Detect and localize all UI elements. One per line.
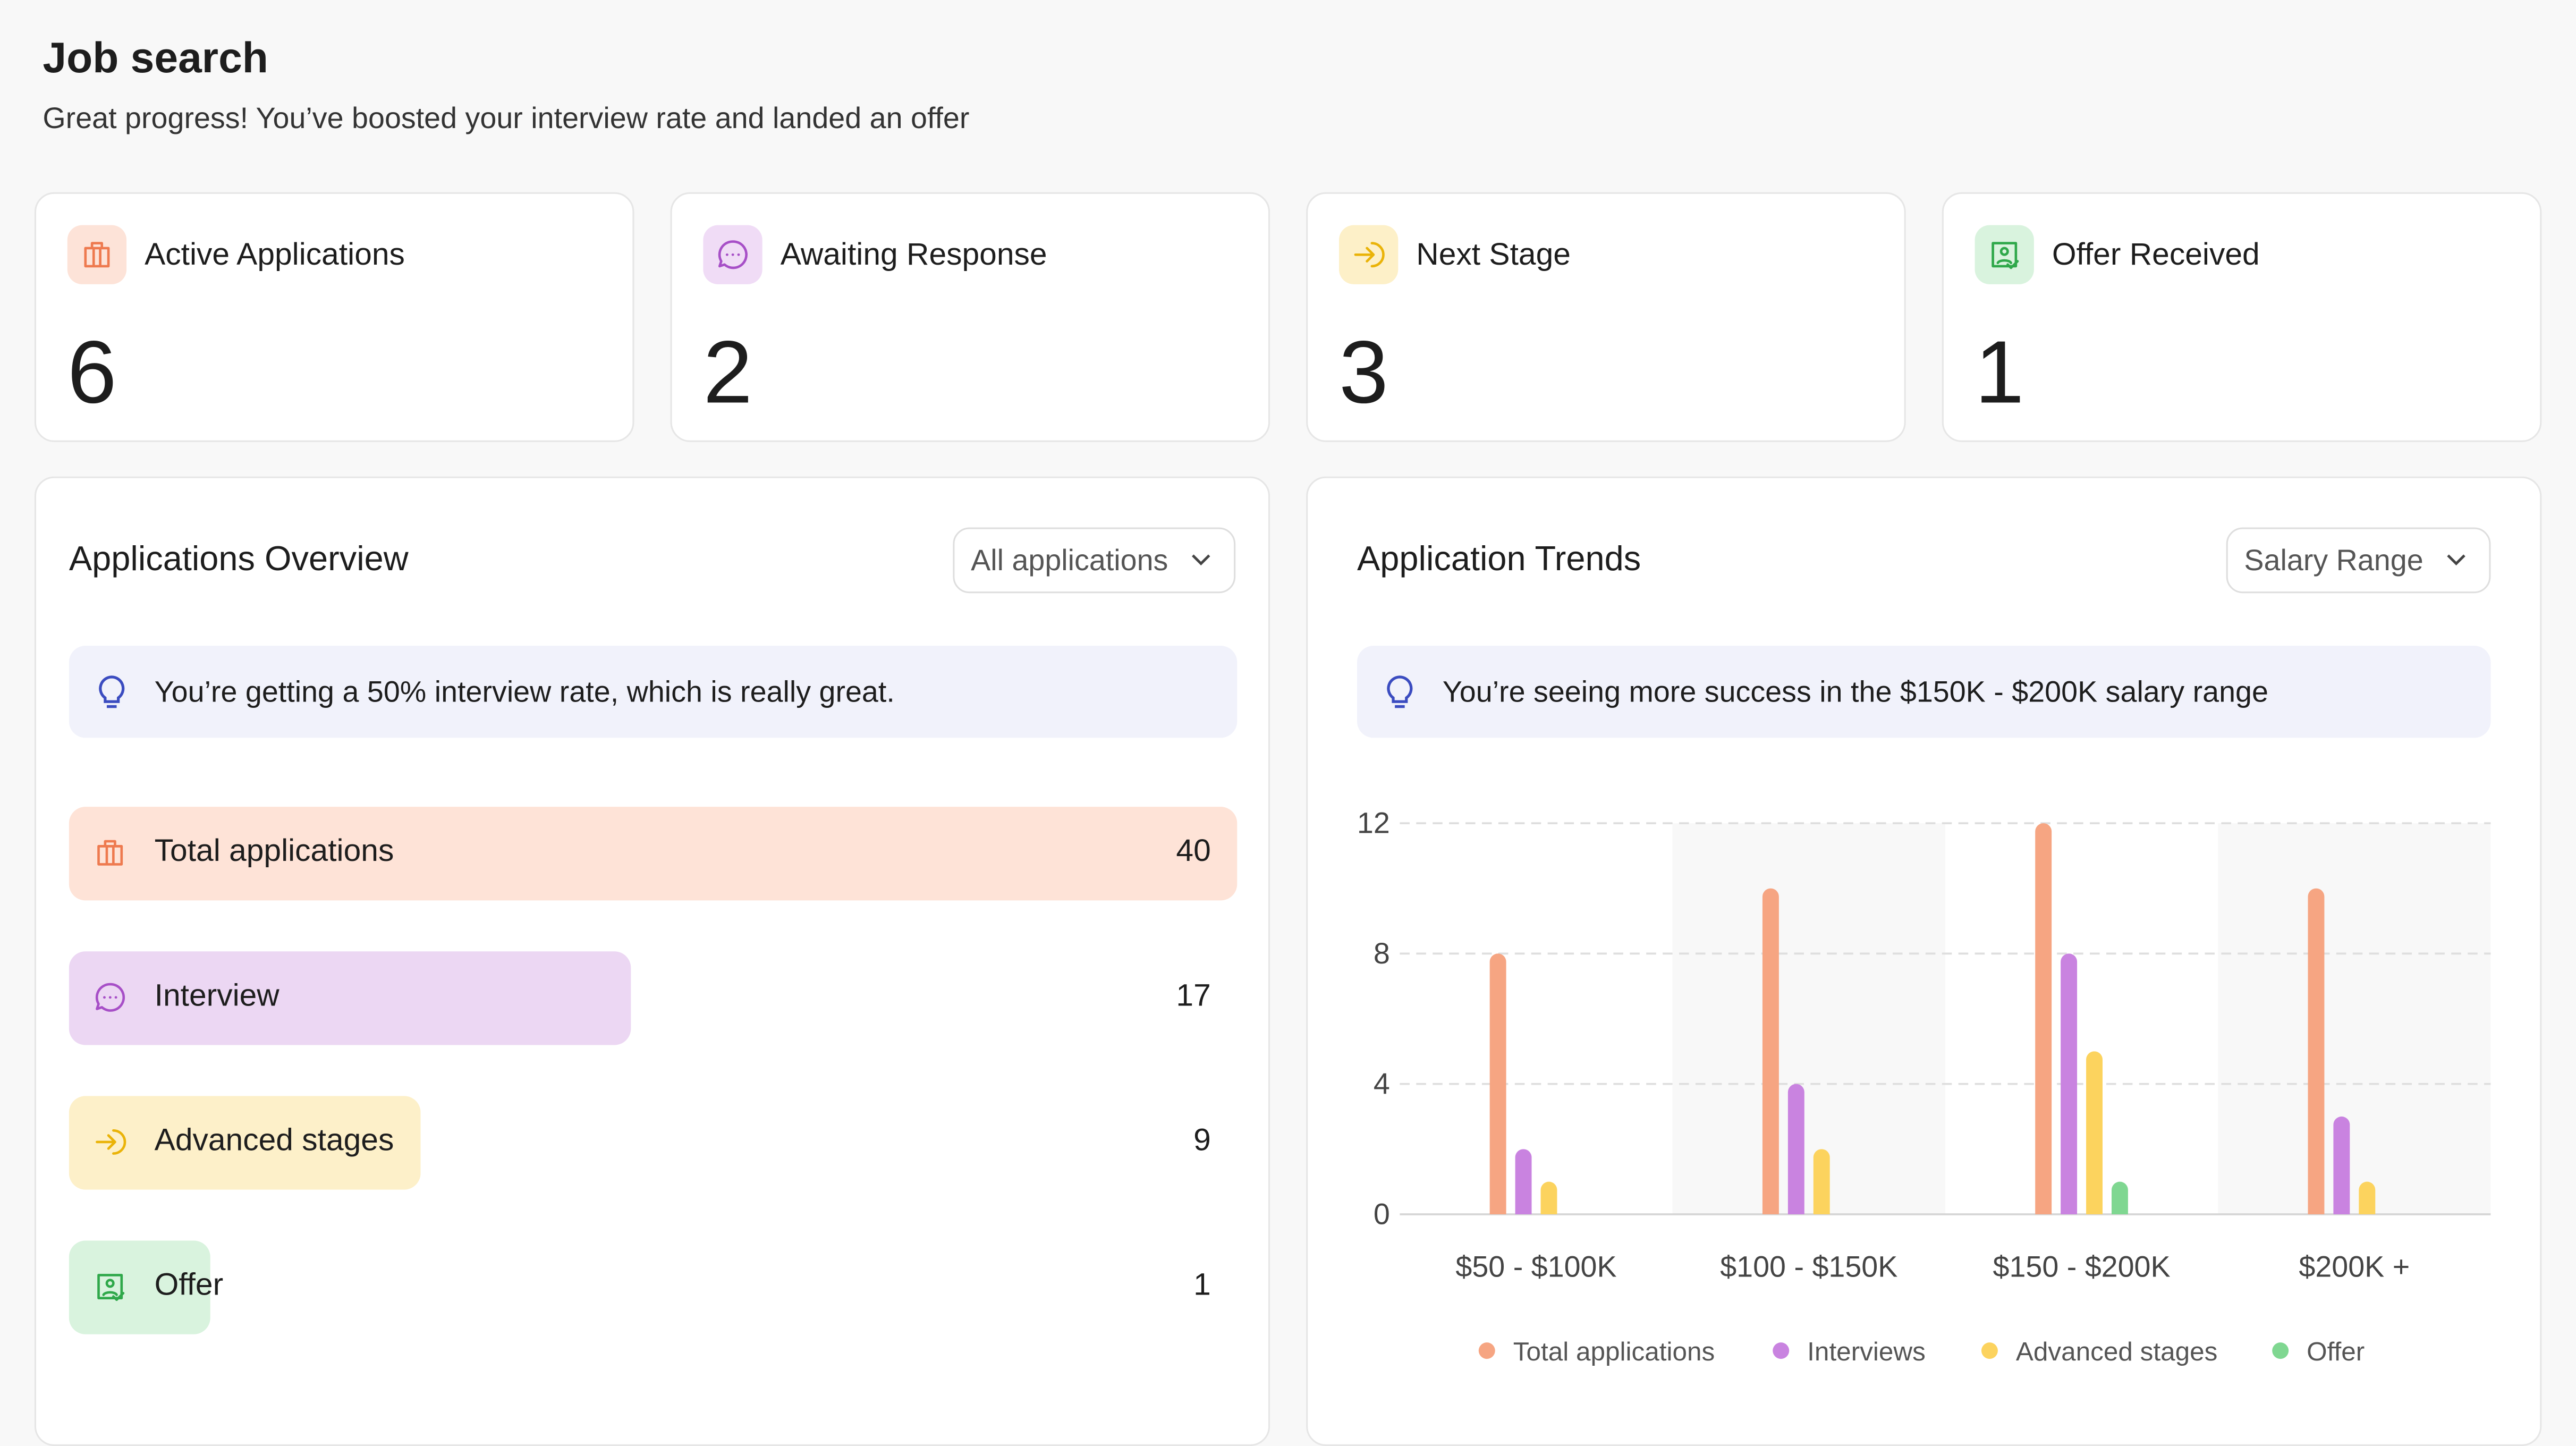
band-shade [2218, 823, 2491, 1214]
row-icon [92, 835, 128, 879]
dropdown-label[interactable]: All applications [971, 543, 1168, 576]
bar [2359, 1181, 2376, 1214]
chevron [2447, 554, 2465, 566]
row-label: Interview [154, 979, 279, 1014]
bar [2035, 823, 2052, 1214]
icon [1354, 242, 1385, 268]
overview-panel: Applications Overview All applications Y… [34, 476, 1270, 1446]
stat-card: Active Applications 6 [34, 192, 634, 442]
row-value: 9 [1193, 1123, 1211, 1159]
bar [2086, 1051, 2103, 1214]
card-value: 2 [703, 324, 753, 422]
bulb-icon [99, 675, 125, 708]
dropdown-label[interactable]: Salary Range [2244, 543, 2424, 576]
row-bar [69, 951, 632, 1045]
bulb-icon [1387, 675, 1413, 708]
x-tick-label: $50 - $100K [1455, 1250, 1616, 1283]
bar [2308, 888, 2325, 1214]
card-icon [703, 225, 762, 284]
y-tick-label: 0 [1374, 1198, 1390, 1231]
stat-card: Offer Received 1 [1942, 192, 2542, 442]
bar [1489, 953, 1506, 1214]
row-bar [69, 1096, 421, 1190]
bar [2333, 1117, 2350, 1214]
icon [97, 1274, 125, 1301]
bar [1762, 888, 1779, 1214]
dropdown[interactable]: Salary Range [2226, 527, 2491, 594]
y-tick-label: 4 [1374, 1067, 1390, 1100]
bar [2061, 953, 2078, 1214]
card-value: 1 [1975, 324, 2024, 422]
insight-text: You’re seeing more success in the $150K … [1442, 674, 2268, 708]
panel-title: Applications Overview [69, 540, 409, 579]
icon [97, 840, 123, 866]
row-label: Offer [154, 1269, 224, 1303]
icon [718, 240, 748, 269]
card-label: Offer Received [2052, 238, 2260, 273]
row-label: Advanced stages [154, 1123, 394, 1159]
card-value: 3 [1338, 324, 1388, 422]
card-value: 6 [67, 324, 117, 422]
icon [96, 1129, 126, 1155]
row-icon [92, 1124, 128, 1168]
x-tick-label: $200K + [2299, 1250, 2410, 1283]
legend-swatch [1773, 1342, 1790, 1359]
bar [1787, 1084, 1804, 1214]
stat-card: Next Stage 3 [1306, 192, 1906, 442]
row-value: 1 [1193, 1269, 1211, 1303]
y-tick-label: 12 [1357, 807, 1390, 840]
legend-label: Total applications [1513, 1337, 1715, 1366]
chevron [1192, 554, 1210, 566]
bar [1813, 1149, 1830, 1214]
panel-title: Application Trends [1357, 540, 1641, 579]
page-subtitle: Great progress! You’ve boosted your inte… [43, 102, 970, 135]
card-label: Awaiting Response [780, 238, 1047, 273]
insight: You’re seeing more success in the $150K … [1357, 646, 2491, 738]
row-icon [92, 979, 128, 1024]
icon [1992, 242, 2019, 269]
row-icon [92, 1269, 128, 1313]
row-value: 17 [1176, 979, 1211, 1014]
card-label: Next Stage [1416, 238, 1571, 273]
legend-label: Advanced stages [2016, 1337, 2218, 1366]
legend-swatch [2272, 1342, 2289, 1359]
bar [1540, 1181, 1557, 1214]
bar [2111, 1181, 2128, 1214]
stat-card: Awaiting Response 2 [670, 192, 1270, 442]
row-bar [69, 807, 1238, 901]
row-label: Total applications [154, 834, 394, 869]
card-icon [1338, 225, 1399, 284]
card-label: Active Applications [145, 238, 405, 273]
insight: You’re getting a 50% interview rate, whi… [69, 646, 1238, 738]
legend-swatch [1981, 1342, 1998, 1359]
icon [95, 983, 125, 1012]
x-tick-label: $150 - $200K [1993, 1250, 2171, 1283]
row-value: 40 [1176, 834, 1211, 869]
bar [1515, 1149, 1532, 1214]
legend-label: Interviews [1807, 1337, 1926, 1366]
card-icon [67, 225, 127, 284]
legend-label: Offer [2307, 1337, 2365, 1366]
row-bar [69, 1240, 210, 1334]
insight-text: You’re getting a 50% interview rate, whi… [154, 674, 895, 708]
page-title: Job search [43, 32, 268, 82]
dropdown[interactable]: All applications [953, 527, 1236, 594]
y-tick-label: 8 [1374, 937, 1390, 970]
band-shade [1672, 823, 1945, 1214]
x-tick-label: $100 - $150K [1720, 1250, 1897, 1283]
icon [84, 242, 110, 268]
card-icon [1975, 225, 2034, 284]
legend-swatch [1478, 1342, 1495, 1359]
